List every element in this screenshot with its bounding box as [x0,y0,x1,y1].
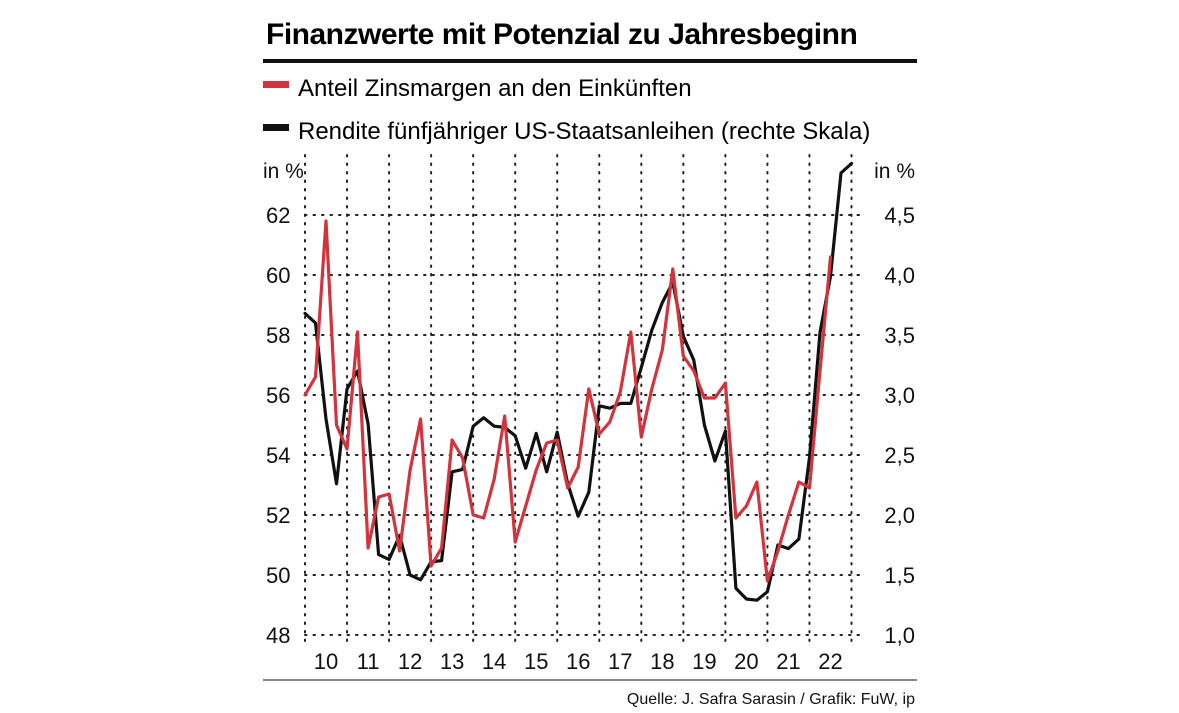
right-tick-label: 4,0 [884,263,915,288]
legend-swatch-red [263,81,289,88]
grid [304,154,863,643]
x-tick-label: 12 [398,649,422,674]
right-tick-label: 3,5 [884,323,915,348]
source-label: Quelle: J. Safra Sarasin / Grafik: FuW, … [627,691,915,708]
x-tick-label: 22 [818,649,842,674]
x-tick-label: 13 [440,649,464,674]
left-unit-label: in % [263,160,304,183]
right-tick-label: 3,0 [884,383,915,408]
left-tick-label: 62 [266,203,290,228]
legend-label-black: Rendite fünfjähriger US-Staatsanleihen (… [298,118,870,145]
x-tick-label: 16 [566,649,590,674]
left-tick-label: 58 [266,323,290,348]
legend-label-red: Anteil Zinsmargen an den Einkünften [298,75,692,102]
right-unit-label: in % [874,160,915,183]
left-tick-label: 54 [266,443,290,468]
x-tick-label: 21 [776,649,800,674]
right-tick-label: 4,5 [884,203,915,228]
x-tick-label: 17 [608,649,632,674]
left-tick-label: 48 [266,623,290,648]
right-tick-label: 1,5 [884,563,915,588]
right-tick-label: 2,5 [884,443,915,468]
x-tick-label: 19 [692,649,716,674]
left-axis: 48 50 52 54 56 58 60 62 [266,203,290,648]
legend-swatch-black [263,124,289,131]
title-rule [263,59,917,63]
x-axis: 10 11 12 13 14 15 16 17 18 19 20 21 22 [314,649,843,674]
x-tick-label: 14 [482,649,506,674]
x-tick-label: 15 [524,649,548,674]
left-tick-label: 60 [266,263,290,288]
series-line-rendite [303,161,854,602]
right-tick-label: 1,0 [884,623,915,648]
left-tick-label: 50 [266,563,290,588]
x-tick-label: 18 [650,649,674,674]
chart-title: Finanzwerte mit Potenzial zu Jahresbegin… [266,18,857,51]
right-tick-label: 2,0 [884,503,915,528]
x-tick-label: 10 [314,649,338,674]
series [303,161,854,602]
series-line-zinsmargen [303,219,833,583]
left-tick-label: 56 [266,383,290,408]
left-tick-label: 52 [266,503,290,528]
right-axis: 1,0 1,5 2,0 2,5 3,0 3,5 4,0 4,5 [884,203,915,648]
x-tick-label: 20 [734,649,758,674]
x-tick-label: 11 [357,649,380,674]
